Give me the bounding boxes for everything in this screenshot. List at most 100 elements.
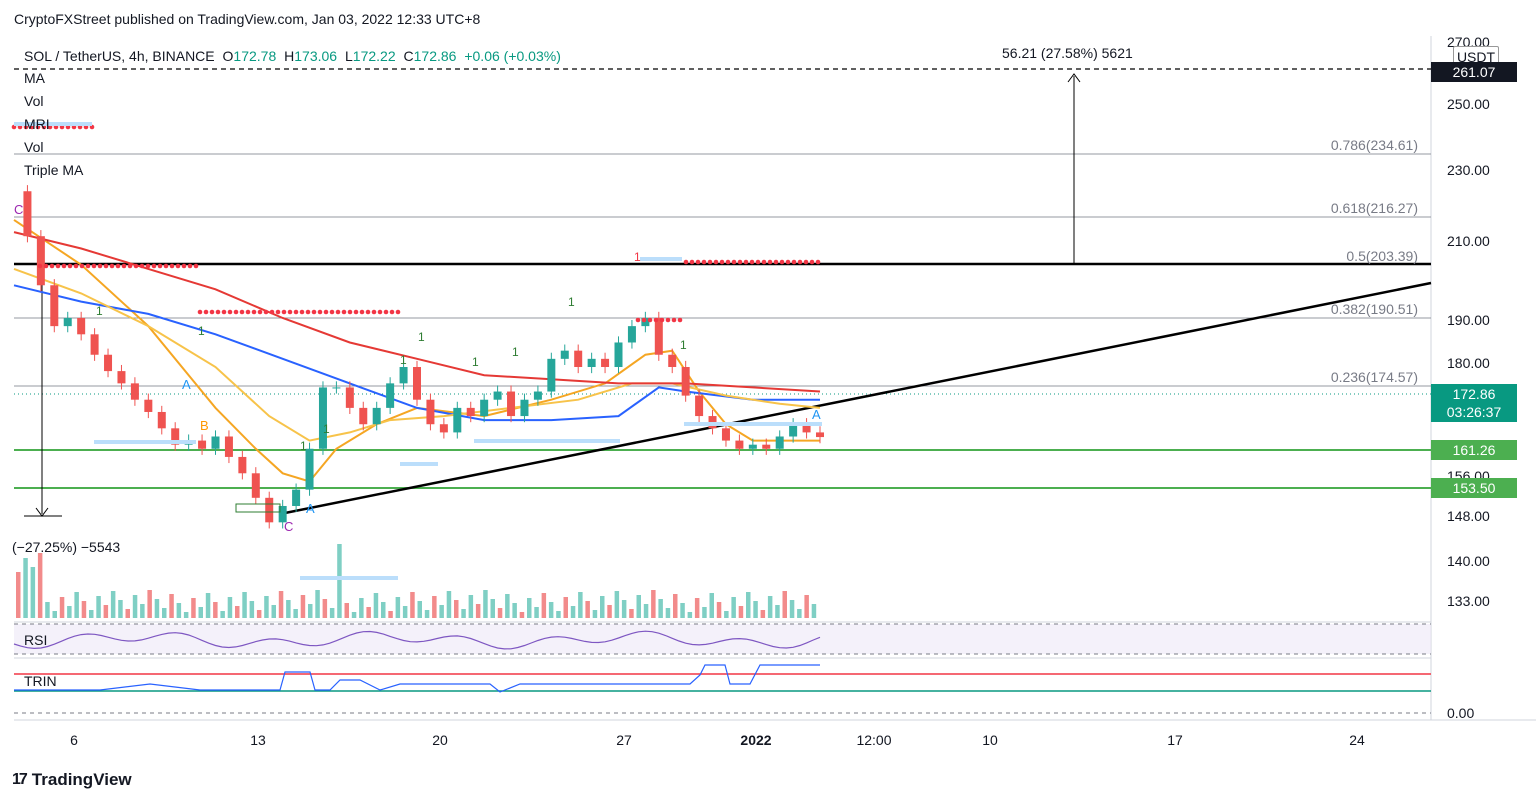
volume-bar (278, 591, 284, 618)
mri-dot (317, 309, 323, 315)
mri-dot (239, 309, 245, 315)
x-tick-label: 13 (250, 732, 266, 748)
indicator-ma[interactable]: MA (24, 70, 45, 86)
volume-bar (797, 609, 802, 618)
volume-bar (534, 607, 539, 618)
candle-body (292, 489, 301, 506)
candle-body (533, 391, 542, 400)
candle-body (762, 444, 771, 449)
zone-marker (14, 122, 92, 126)
mri-dot (133, 263, 139, 269)
low-value: 172.22 (352, 48, 396, 64)
volume-bar (67, 606, 72, 618)
volume-bar (716, 602, 722, 618)
mri-dot (263, 309, 269, 315)
volume-bar (519, 612, 525, 618)
volume-bar (454, 600, 459, 618)
candle-body (695, 395, 704, 417)
mri-dot (257, 309, 263, 315)
volume-bar (614, 591, 620, 618)
candle-body (547, 358, 556, 392)
trin-label[interactable]: TRIN (24, 673, 57, 689)
fib-label: 0.786(234.61) (1331, 137, 1418, 153)
volume-bar (782, 591, 787, 618)
volume-bar (183, 612, 189, 618)
mri-dot (749, 259, 755, 265)
candle-body (627, 326, 636, 343)
candle-body (816, 432, 824, 438)
volume-bar (556, 611, 561, 618)
candle-body (507, 391, 516, 417)
mri-dot (383, 309, 389, 315)
high-value: 173.06 (294, 48, 338, 64)
count-label: 1 (680, 338, 687, 352)
indicator-vol[interactable]: Vol (24, 93, 44, 109)
indicator-vol-2[interactable]: Vol (24, 139, 44, 155)
volume-bar (548, 602, 554, 618)
mri-dot (347, 309, 353, 315)
candle-body (614, 342, 623, 368)
mri-dot (659, 317, 665, 323)
mri-dot (73, 263, 79, 269)
mri-dot (377, 309, 383, 315)
volume-bar (329, 608, 335, 618)
volume-bar (249, 601, 255, 618)
x-tick-label: 24 (1349, 732, 1365, 748)
volume-bar (308, 604, 313, 618)
mri-dot (43, 263, 49, 269)
volume-bar (402, 606, 408, 618)
candle-body (735, 440, 744, 449)
rsi-label[interactable]: RSI (24, 632, 48, 648)
tv-logo-icon: 17 (12, 771, 28, 788)
y-tick-label: 190.00 (1447, 312, 1490, 328)
zone-marker (474, 439, 620, 443)
mri-dot (97, 263, 103, 269)
mri-dot (707, 259, 713, 265)
ascending-trendline (279, 281, 1432, 516)
volume-bar (271, 605, 276, 618)
volume-bar (621, 600, 627, 618)
candle-body (480, 399, 489, 417)
volume-bar (432, 596, 437, 618)
candle-body (426, 399, 435, 425)
volume-bar (359, 598, 364, 618)
volume-bar (23, 558, 28, 618)
change-value: +0.06 (+0.03%) (464, 48, 561, 64)
mri-dot (797, 259, 803, 265)
mri-dot (269, 309, 275, 315)
mri-dot (785, 259, 791, 265)
volume-bar (81, 601, 87, 618)
mri-dot (341, 309, 347, 315)
volume-bar (673, 594, 678, 618)
volume-bar (746, 592, 751, 618)
symbol-pair[interactable]: SOL / TetherUS, 4h, BINANCE (24, 48, 215, 64)
volume-bar (300, 595, 306, 618)
count-label: 1 (198, 324, 205, 338)
candle-body (144, 399, 153, 412)
mri-dot (193, 263, 199, 269)
mri-dot (323, 309, 329, 315)
volume-bar (512, 603, 517, 618)
volume-bar (235, 606, 240, 618)
mri-dot (281, 309, 287, 315)
mri-dot (755, 259, 761, 265)
volume-bar (702, 607, 707, 618)
mri-dot (187, 263, 193, 269)
close-value: 172.86 (413, 48, 457, 64)
tradingview-logo[interactable]: 17 TradingView (12, 770, 132, 790)
mri-dot (767, 259, 773, 265)
volume-bar (337, 544, 342, 618)
volume-bar (665, 608, 671, 618)
candle-body (641, 317, 650, 327)
mri-dot (197, 309, 203, 315)
fib-label: 0.382(190.51) (1331, 301, 1418, 317)
volume-bar (468, 595, 474, 618)
indicator-mri[interactable]: MRI (24, 116, 50, 132)
indicator-triple-ma[interactable]: Triple MA (24, 162, 84, 178)
volume-bar (147, 590, 152, 618)
mri-dot (311, 309, 317, 315)
pattern-label: C (284, 519, 293, 534)
volume-bar (775, 605, 780, 618)
count-label: 1 (512, 345, 519, 359)
